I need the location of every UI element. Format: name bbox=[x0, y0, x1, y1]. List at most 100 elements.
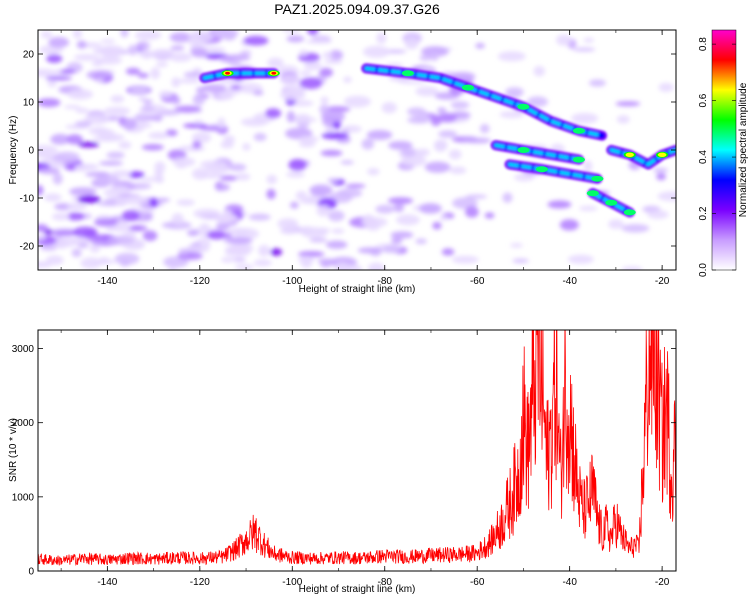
noise-blob bbox=[71, 248, 82, 258]
noise-blob bbox=[398, 80, 426, 85]
noise-blob bbox=[95, 56, 123, 65]
noise-blob bbox=[129, 87, 150, 93]
noise-blob bbox=[656, 172, 667, 181]
ridge-hotspot bbox=[225, 71, 230, 75]
noise-blob bbox=[66, 212, 85, 221]
noise-blob bbox=[390, 231, 414, 239]
noise-blob bbox=[396, 214, 420, 226]
y-tick-label: -10 bbox=[20, 194, 35, 205]
noise-blob bbox=[128, 225, 148, 232]
noise-blob bbox=[121, 195, 148, 205]
noise-blob bbox=[415, 86, 439, 97]
ridge-hotspot bbox=[625, 152, 634, 157]
noise-blob bbox=[616, 115, 630, 124]
noise-blob bbox=[317, 258, 337, 264]
noise-blob bbox=[120, 30, 129, 38]
ridge-core bbox=[364, 66, 604, 138]
noise-blob bbox=[92, 136, 120, 142]
noise-blob bbox=[652, 167, 669, 173]
noise-blob bbox=[270, 248, 283, 256]
noise-blob bbox=[567, 254, 594, 264]
noise-blob bbox=[88, 126, 109, 136]
noise-blob bbox=[332, 120, 341, 130]
noise-blob bbox=[193, 119, 204, 125]
noise-blob bbox=[424, 161, 451, 173]
noise-blob bbox=[38, 68, 57, 77]
noise-blob bbox=[193, 208, 221, 219]
noise-blob bbox=[227, 60, 242, 66]
noise-blob bbox=[286, 171, 306, 178]
noise-blob bbox=[192, 94, 206, 106]
noise-blob bbox=[38, 154, 55, 159]
noise-blob bbox=[509, 243, 523, 248]
x-tick-label: -140 bbox=[97, 577, 117, 588]
noise-blob bbox=[76, 40, 87, 49]
noise-blob bbox=[91, 240, 120, 246]
noise-blob bbox=[335, 262, 349, 270]
noise-blob bbox=[258, 244, 270, 257]
noise-blob bbox=[212, 30, 239, 39]
noise-blob bbox=[290, 100, 314, 107]
ridge-hotspot bbox=[572, 127, 585, 134]
noise-blob bbox=[225, 54, 251, 61]
noise-blob bbox=[479, 123, 490, 134]
x-tick-label: -80 bbox=[378, 577, 393, 588]
noise-blob bbox=[621, 224, 650, 233]
noise-blob bbox=[121, 210, 140, 222]
noise-blob bbox=[169, 32, 192, 43]
ridge-hotspot bbox=[605, 199, 618, 206]
ridge-hotspot bbox=[572, 156, 585, 163]
noise-blob bbox=[169, 52, 192, 62]
noise-blob bbox=[163, 256, 189, 268]
noise-blob bbox=[533, 65, 546, 77]
noise-blob bbox=[66, 134, 83, 145]
noise-blob bbox=[127, 171, 145, 179]
x-tick-label: -60 bbox=[470, 276, 485, 287]
noise-blob bbox=[391, 237, 403, 245]
noise-blob bbox=[38, 234, 46, 241]
noise-blob bbox=[38, 144, 58, 157]
noise-blob bbox=[171, 213, 184, 225]
noise-blob bbox=[253, 259, 272, 267]
noise-blob bbox=[288, 159, 307, 171]
noise-blob bbox=[441, 248, 455, 256]
noise-blob bbox=[286, 110, 296, 123]
noise-blob bbox=[205, 164, 230, 174]
noise-blob bbox=[73, 53, 99, 61]
snr-panel: -140 -120 -100 -80 -60 -40 -20 0 1000 2000 3000 He… bbox=[8, 329, 677, 595]
noise-blob bbox=[315, 227, 331, 233]
noise-blob bbox=[289, 201, 299, 209]
noise-blob bbox=[148, 132, 169, 140]
noise-blob bbox=[309, 237, 328, 243]
noise-blob bbox=[69, 187, 97, 196]
noise-blob bbox=[155, 176, 165, 184]
noise-blob bbox=[60, 69, 77, 74]
noise-blob bbox=[174, 105, 201, 113]
noise-blob bbox=[265, 108, 282, 119]
noise-blob bbox=[282, 30, 301, 33]
colorbar-tick-label: 0.6 bbox=[698, 93, 709, 107]
ridge-hotspot bbox=[657, 152, 667, 157]
spectrogram-ridges bbox=[199, 63, 676, 218]
noise-blob bbox=[38, 98, 61, 108]
noise-blob bbox=[115, 196, 128, 207]
noise-blob bbox=[267, 57, 284, 69]
noise-blob bbox=[51, 212, 70, 221]
noise-blob bbox=[77, 195, 101, 204]
noise-blob bbox=[52, 172, 63, 185]
noise-blob bbox=[439, 215, 449, 221]
colorbar: 0.0 0.2 0.4 0.6 0.8 Normalized spectral ampl… bbox=[698, 29, 749, 277]
chart-title: PAZ1.2025.094.09.37.G26 bbox=[274, 1, 440, 17]
noise-blob bbox=[320, 149, 343, 157]
colorbar-label: Normalized spectral amplitude bbox=[738, 82, 749, 217]
noise-blob bbox=[176, 199, 195, 206]
noise-blob bbox=[89, 244, 101, 253]
noise-blob bbox=[505, 87, 524, 97]
noise-blob bbox=[77, 242, 89, 249]
noise-blob bbox=[450, 101, 470, 109]
noise-blob bbox=[177, 78, 202, 84]
noise-blob bbox=[190, 47, 208, 58]
noise-blob bbox=[499, 111, 524, 119]
ridge-hotspot bbox=[623, 209, 636, 216]
